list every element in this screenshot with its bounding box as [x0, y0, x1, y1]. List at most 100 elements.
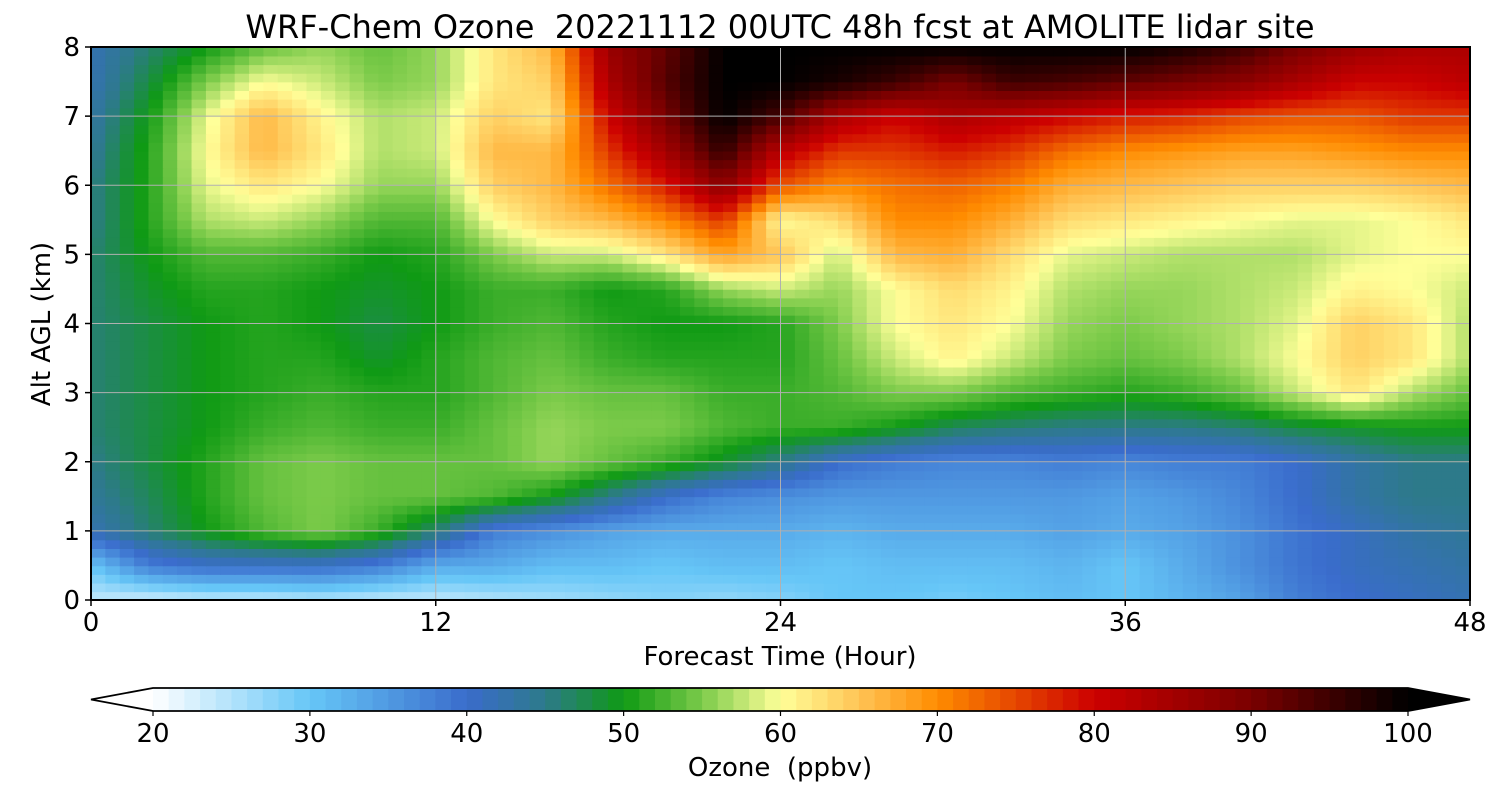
heat-cell: [464, 176, 480, 187]
heat-cell: [1110, 392, 1127, 403]
heat-cell: [995, 548, 1012, 558]
heat-cell: [938, 150, 954, 161]
heat-cell: [1153, 548, 1170, 558]
heat-cell: [952, 288, 969, 299]
heat-cell: [507, 487, 523, 498]
heat-cell: [1182, 470, 1198, 480]
heat-cell: [1326, 288, 1342, 299]
heat-cell: [450, 159, 466, 169]
heat-cell: [148, 530, 164, 541]
heat-cell: [234, 349, 250, 359]
heat-cell: [579, 548, 595, 558]
heat-cell: [363, 453, 380, 463]
heat-cell: [608, 470, 624, 480]
heat-cell: [1455, 245, 1470, 256]
heat-cell: [1225, 582, 1241, 593]
heat-cell: [292, 418, 308, 428]
heat-cell: [794, 176, 811, 187]
heat-cell: [1412, 565, 1428, 575]
heat-cell: [766, 219, 782, 230]
heat-cell: [952, 263, 969, 273]
heat-cell: [435, 340, 451, 351]
heat-cell: [234, 435, 250, 446]
heat-cell: [119, 280, 135, 290]
heat-cell: [148, 254, 164, 264]
heat-cell: [478, 513, 494, 524]
heat-cell: [794, 219, 811, 230]
heat-cell: [392, 427, 408, 437]
heat-cell: [1297, 444, 1313, 454]
heat-cell: [148, 418, 164, 428]
heat-cell: [823, 193, 839, 204]
heat-cell: [1412, 487, 1428, 498]
heat-cell: [924, 211, 940, 221]
heat-cell: [1426, 228, 1443, 238]
heat-cell: [938, 556, 954, 567]
heat-cell: [593, 435, 609, 446]
heat-cell: [1039, 487, 1055, 498]
heat-cell: [464, 366, 480, 377]
heat-cell: [1153, 574, 1170, 584]
heat-cell: [464, 539, 480, 549]
heat-cell: [866, 323, 882, 333]
heat-cell: [1297, 435, 1313, 446]
heat-cell: [263, 280, 279, 290]
heat-cell: [967, 366, 983, 377]
heat-cell: [622, 556, 638, 567]
heat-cell: [1197, 401, 1213, 411]
heat-cell: [1039, 150, 1055, 161]
heat-cell: [392, 539, 408, 549]
heat-cell: [105, 513, 121, 524]
heat-cell: [1053, 470, 1069, 480]
heat-cell: [881, 228, 897, 238]
heat-cell: [622, 211, 638, 221]
heat-cell: [306, 340, 322, 351]
heat-cell: [852, 297, 868, 308]
heat-cell: [809, 150, 825, 161]
heat-cell: [1254, 245, 1270, 256]
heat-cell: [263, 185, 279, 195]
heat-cell: [1125, 358, 1141, 368]
heat-cell: [608, 522, 624, 532]
heat-cell: [1383, 565, 1399, 575]
heat-cell: [1383, 513, 1399, 524]
heat-cell: [1240, 271, 1256, 282]
heat-cell: [794, 271, 811, 282]
heat-cell: [1297, 565, 1313, 575]
heat-cell: [177, 409, 193, 420]
heat-cell: [378, 219, 394, 230]
heat-cell: [1153, 297, 1170, 308]
heat-cell: [636, 574, 653, 584]
heat-cell: [105, 349, 121, 359]
heat-cell: [981, 150, 997, 161]
heat-cell: [1268, 263, 1285, 273]
heat-cell: [1125, 202, 1141, 212]
heat-cell: [119, 202, 135, 212]
heat-cell: [751, 185, 767, 195]
heat-cell: [852, 167, 868, 178]
heat-cell: [363, 271, 380, 282]
heat-cell: [263, 574, 279, 584]
heat-cell: [938, 409, 954, 420]
heat-cell: [1082, 530, 1098, 541]
heat-cell: [766, 530, 782, 541]
heat-cell: [378, 314, 394, 325]
heat-cell: [507, 167, 523, 178]
heat-cell: [1067, 504, 1083, 515]
heat-cell: [1010, 254, 1026, 264]
heat-cell: [981, 211, 997, 221]
heat-cell: [249, 383, 265, 394]
heat-cell: [981, 366, 997, 377]
heat-cell: [91, 176, 107, 187]
heat-cell: [694, 582, 710, 593]
heat-cell: [952, 427, 969, 437]
heat-cell: [694, 237, 710, 247]
heat-cell: [277, 185, 293, 195]
heat-cell: [665, 453, 681, 463]
heat-cell: [651, 211, 667, 221]
heat-cell: [1340, 245, 1356, 256]
heat-cell: [794, 530, 811, 541]
heat-cell: [1053, 530, 1069, 541]
heat-cell: [1139, 548, 1155, 558]
heat-cell: [91, 202, 107, 212]
